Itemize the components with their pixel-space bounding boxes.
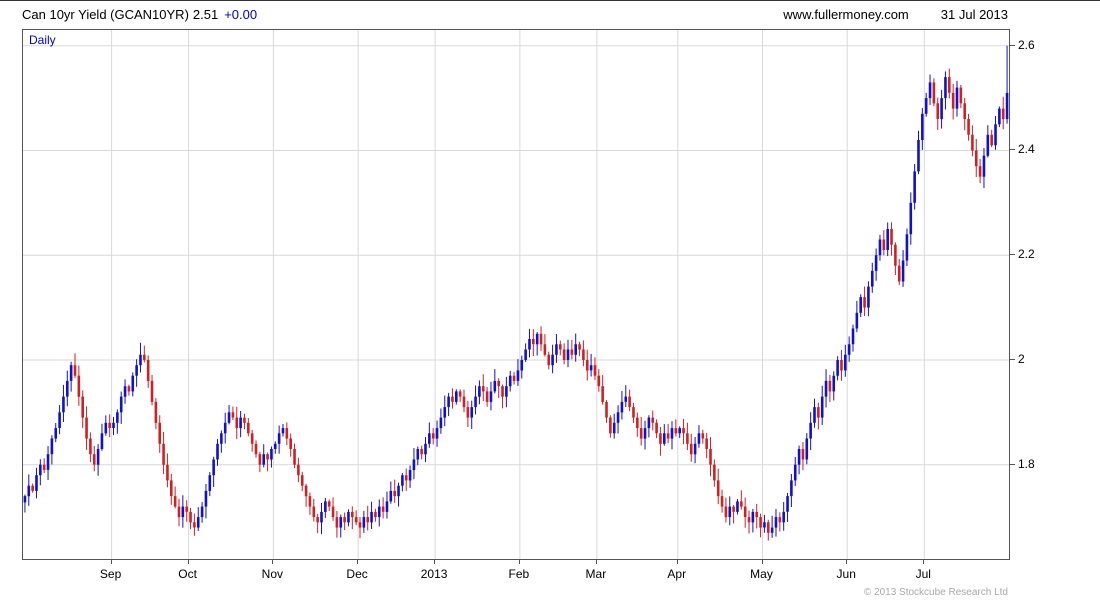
x-axis-tick — [676, 560, 678, 564]
x-axis-tick — [110, 560, 112, 564]
x-axis-tick — [187, 560, 189, 564]
x-axis-tick — [923, 560, 925, 564]
x-axis-label: 2013 — [420, 567, 448, 581]
x-axis-tick — [272, 560, 274, 564]
price-chart-plot-area: Daily — [22, 29, 1010, 560]
x-axis-label: Sep — [99, 567, 122, 581]
x-axis-tick — [846, 560, 848, 564]
x-axis-label: Oct — [178, 567, 197, 581]
y-axis-tick — [1010, 254, 1015, 256]
y-axis-tick — [1010, 44, 1015, 46]
x-axis-label: Mar — [585, 567, 607, 581]
x-axis-tick — [434, 560, 436, 564]
x-axis-label: Feb — [508, 567, 530, 581]
chart-header-meta: www.fullermoney.com 31 Jul 2013 — [783, 7, 1008, 22]
frequency-label: Daily — [29, 33, 56, 47]
x-axis-label: Apr — [667, 567, 687, 581]
website-text: www.fullermoney.com — [783, 7, 909, 22]
y-axis-label: 2 — [1018, 351, 1025, 366]
price-change: +0.00 — [224, 7, 258, 22]
x-axis-tick — [761, 560, 763, 564]
y-axis-tick — [1010, 463, 1015, 465]
y-axis-label: 2.6 — [1018, 37, 1035, 52]
x-axis-label: Jul — [915, 567, 931, 581]
y-axis-label: 2.2 — [1018, 247, 1035, 262]
y-axis-label: 1.8 — [1018, 456, 1035, 471]
x-axis-tick — [357, 560, 359, 564]
x-axis-tick — [595, 560, 597, 564]
x-axis-tick — [518, 560, 520, 564]
copyright-notice: © 2013 Stockcube Research Ltd — [863, 587, 1008, 598]
x-axis-label: Dec — [346, 567, 368, 581]
x-axis-label: Jun — [836, 567, 856, 581]
chart-header-title: Can 10yr Yield (GCAN10YR) 2.51 +0.00 — [22, 7, 257, 22]
y-axis-label: 2.4 — [1018, 142, 1035, 157]
candlestick-chart — [23, 30, 1009, 559]
x-axis-label: May — [750, 567, 773, 581]
y-axis-tick — [1010, 149, 1015, 151]
y-axis-tick — [1010, 358, 1015, 360]
x-axis-label: Nov — [261, 567, 284, 581]
last-price: 2.51 — [192, 7, 219, 22]
instrument-title: Can 10yr Yield (GCAN10YR) — [22, 7, 189, 22]
chart-date: 31 Jul 2013 — [940, 7, 1008, 22]
